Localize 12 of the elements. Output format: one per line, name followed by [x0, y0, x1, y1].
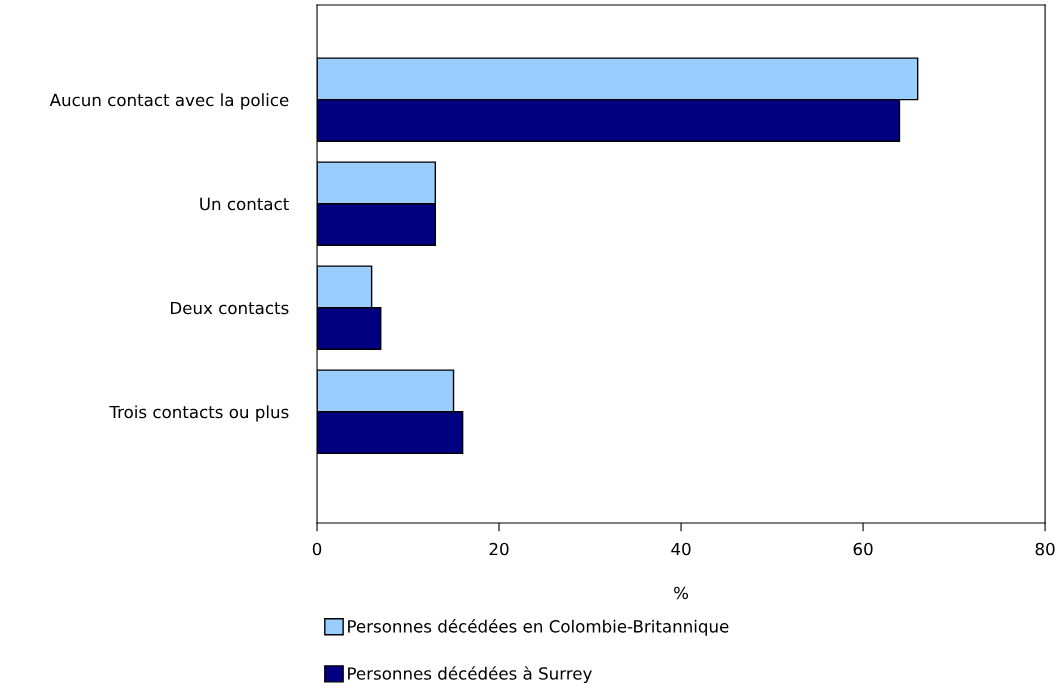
y-tick-label: Un contact — [200, 197, 289, 211]
x-tick-label: 0 — [312, 542, 322, 556]
legend-label: Personnes décédées en Colombie-Britannique — [348, 619, 729, 636]
x-tick-label: 80 — [1035, 542, 1055, 556]
y-tick-label: Aucun contact avec la police — [49, 93, 289, 110]
legend-label: Personnes décédées à Surrey — [348, 666, 592, 683]
x-tick-label: 60 — [853, 542, 873, 556]
x-axis-title: % — [674, 586, 689, 600]
x-tick-label: 40 — [671, 542, 691, 556]
x-tick-label: 20 — [489, 542, 509, 556]
y-tick-label: Deux contacts — [171, 301, 289, 315]
y-tick-label: Trois contacts ou plus — [109, 405, 289, 422]
